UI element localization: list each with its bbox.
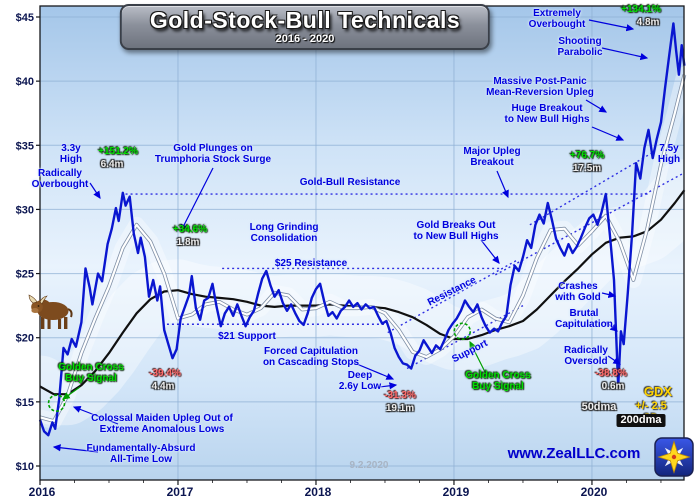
price-series xyxy=(38,22,687,437)
svg-text:$45: $45 xyxy=(16,12,34,24)
channel-upper-line xyxy=(529,151,655,226)
chart-title-box: Gold-Stock-Bull Technicals 2016 - 2020 xyxy=(119,4,491,50)
chart-title: Gold-Stock-Bull Technicals xyxy=(149,7,461,33)
chart-subtitle: 2016 - 2020 xyxy=(275,33,335,45)
svg-text:2019: 2019 xyxy=(443,485,470,499)
golden-cross-2019 xyxy=(453,322,472,341)
channel-lower-line xyxy=(495,172,684,276)
svg-text:$15: $15 xyxy=(16,397,34,409)
svg-text:2018: 2018 xyxy=(305,485,332,499)
svg-text:$20: $20 xyxy=(16,333,34,345)
svg-text:$35: $35 xyxy=(16,140,34,152)
svg-text:2020: 2020 xyxy=(581,485,608,499)
svg-text:$25: $25 xyxy=(16,269,34,281)
svg-text:$10: $10 xyxy=(16,461,34,473)
website-link[interactable]: www.ZealLLC.com xyxy=(507,445,641,462)
golden-cross-markers xyxy=(47,322,472,412)
golden-cross-2016 xyxy=(47,394,66,412)
svg-text:$30: $30 xyxy=(16,204,34,216)
svg-text:2017: 2017 xyxy=(167,485,194,499)
gdx-price-line xyxy=(38,22,686,437)
annotation-arrows xyxy=(52,19,649,453)
svg-text:$40: $40 xyxy=(16,76,34,88)
svg-text:2016: 2016 xyxy=(29,485,56,499)
